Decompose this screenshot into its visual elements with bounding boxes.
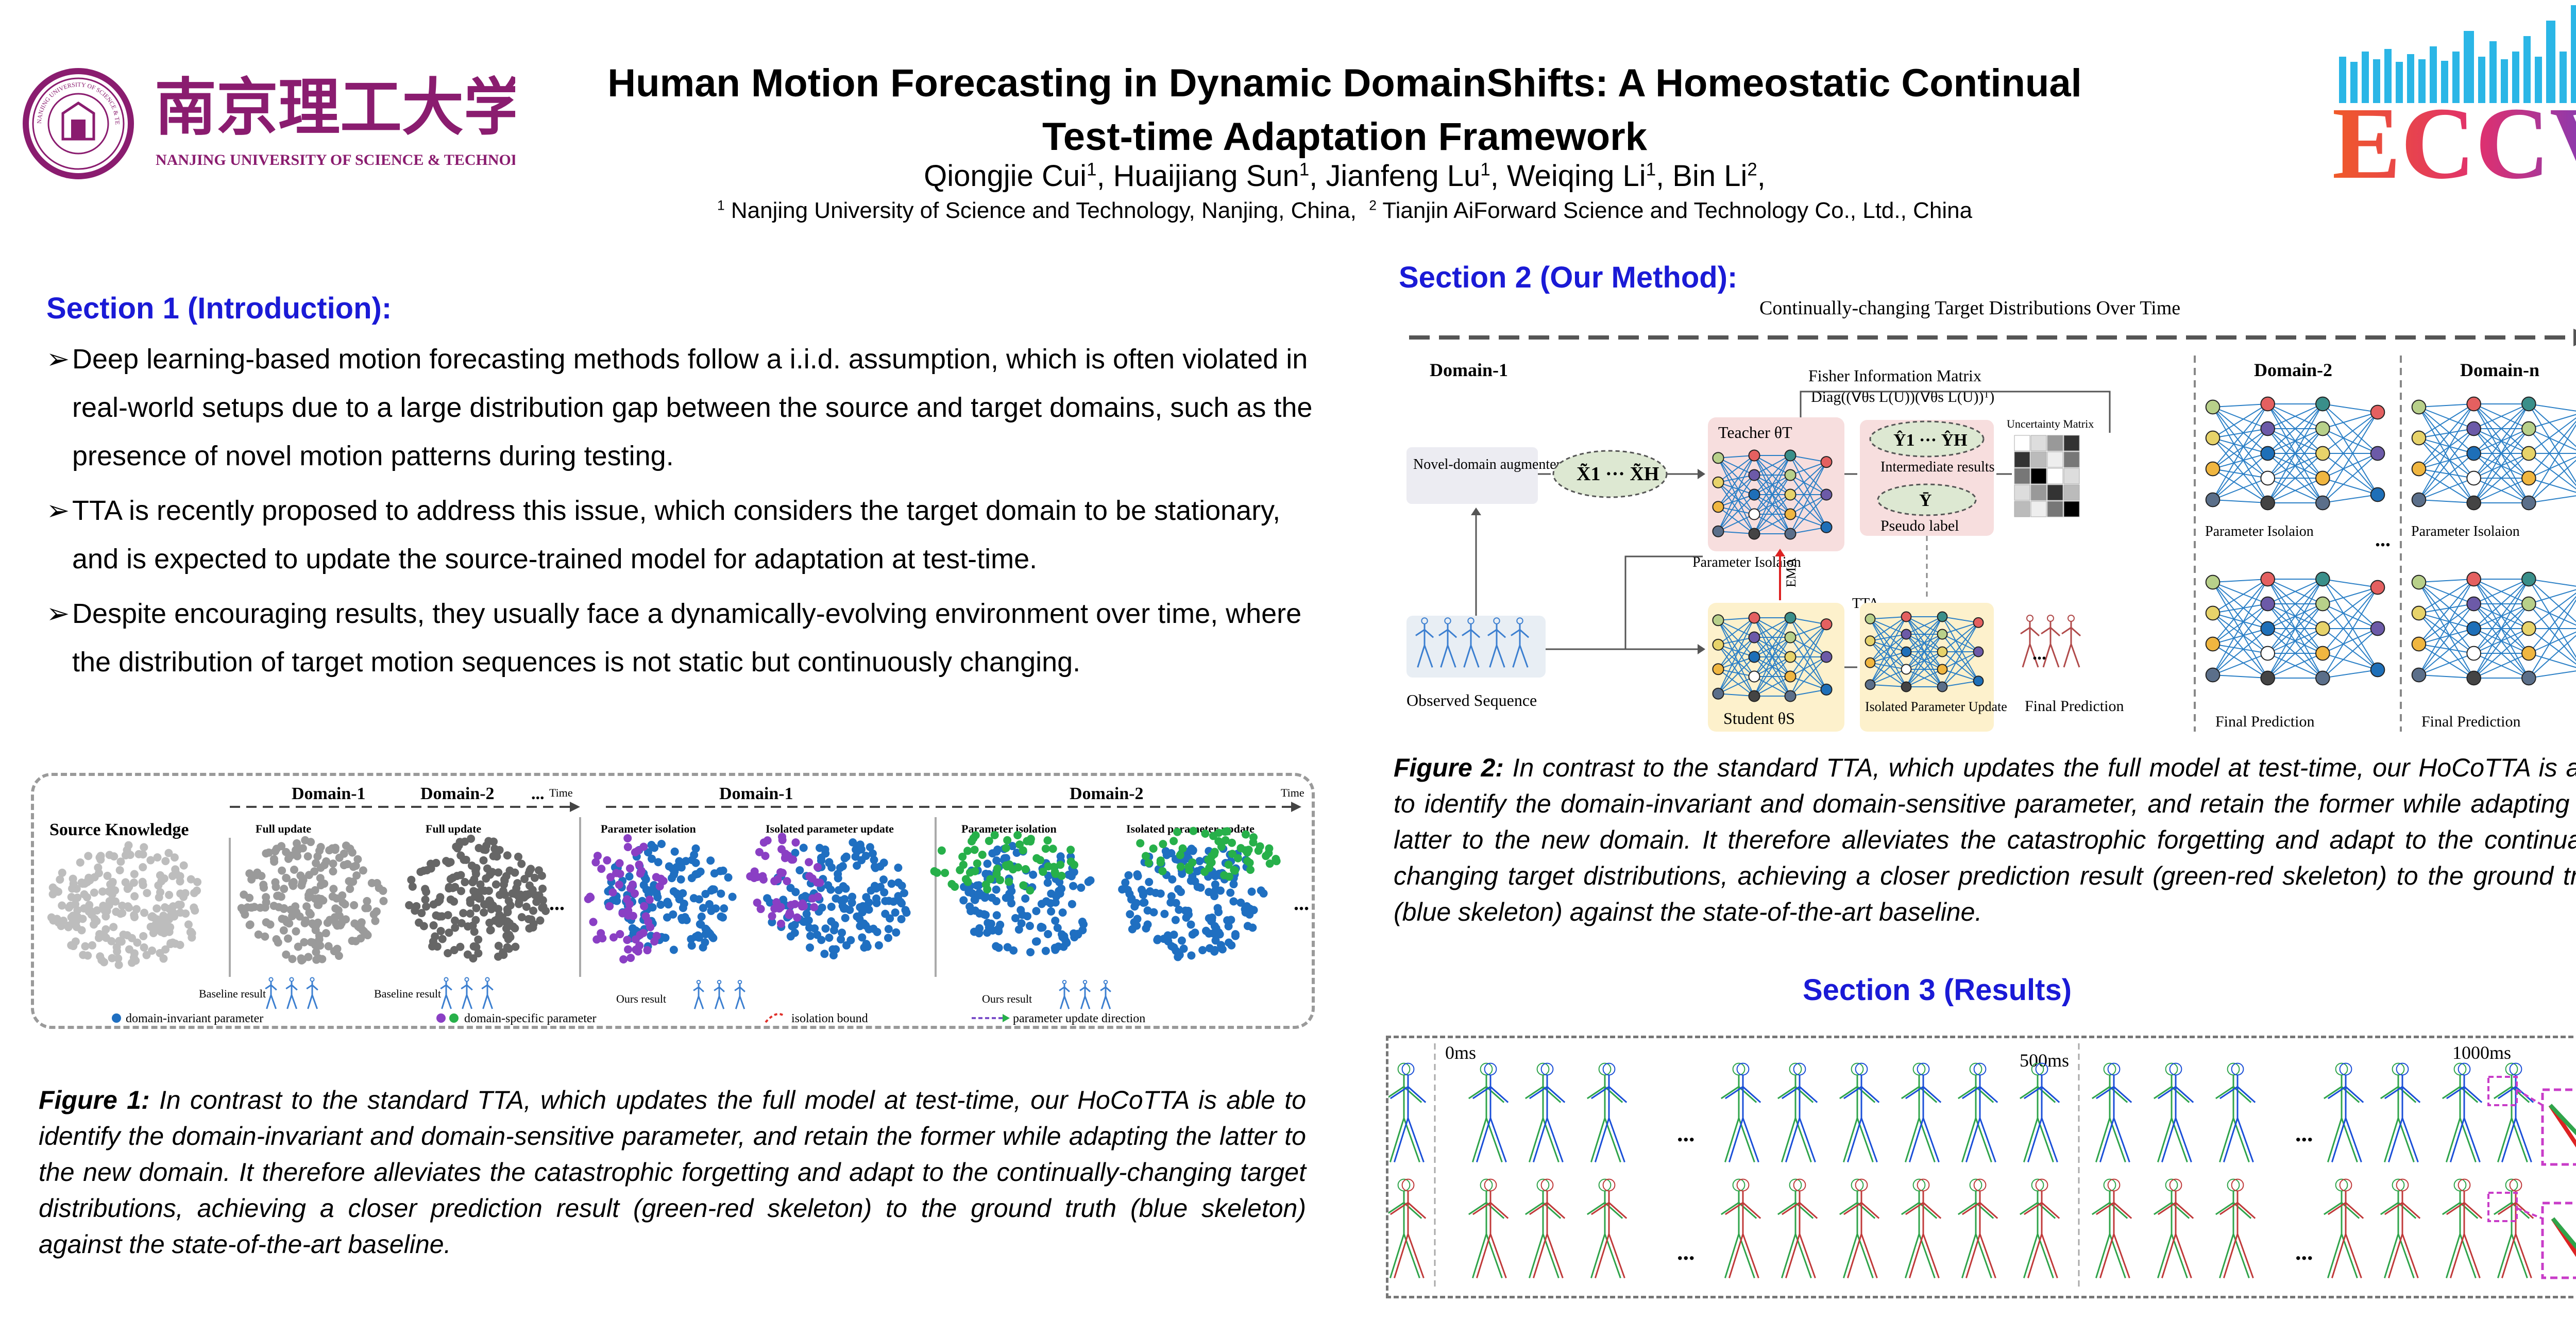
list-item: ➢ Deep learning-based motion forecasting … xyxy=(46,335,1334,480)
svg-text:...: ... xyxy=(1677,1120,1695,1146)
author-list: Qiongjie Cui1, Huaijiang Sun1, Jianfeng … xyxy=(546,159,2143,193)
svg-text:isolation bound: isolation bound xyxy=(791,1012,868,1025)
svg-text:Time: Time xyxy=(549,786,573,799)
svg-text:Time: Time xyxy=(1281,786,1304,799)
svg-text:Final Prediction: Final Prediction xyxy=(2025,698,2124,715)
svg-text:0ms: 0ms xyxy=(1445,1042,1476,1063)
svg-text:Ȳ: Ȳ xyxy=(1919,491,1932,510)
author: Bin Li2, xyxy=(1672,159,1766,193)
svg-text:Domain-2: Domain-2 xyxy=(420,784,495,803)
svg-text:...: ... xyxy=(2295,1120,2313,1146)
svg-text:Parameter Isolaion: Parameter Isolaion xyxy=(2411,523,2520,539)
svg-text:Pseudo label: Pseudo label xyxy=(1880,517,1959,534)
svg-text:Domain-2: Domain-2 xyxy=(1070,784,1144,803)
university-name-cn: 南京理工大学 xyxy=(155,74,515,142)
svg-text:Full update: Full update xyxy=(426,822,481,835)
zoom-inset xyxy=(2487,1076,2576,1279)
svg-text:domain-invariant parameter: domain-invariant parameter xyxy=(126,1012,263,1025)
svg-text:Ours result: Ours result xyxy=(616,992,666,1005)
svg-text:Parameter Isolaion: Parameter Isolaion xyxy=(2205,523,2314,539)
section1-heading: Section 1 (Introduction): xyxy=(46,292,392,325)
svg-text:Uncertainty Matrix: Uncertainty Matrix xyxy=(2007,417,2094,430)
svg-text:Parameter Isolaion: Parameter Isolaion xyxy=(1692,554,1801,570)
svg-text:...: ... xyxy=(531,784,545,803)
svg-text:Ŷ1 ··· ŶH: Ŷ1 ··· ŶH xyxy=(1893,430,1968,450)
svg-text:Fisher Information Matrix: Fisher Information Matrix xyxy=(1808,366,1981,385)
svg-text:...: ... xyxy=(1677,1239,1695,1265)
skyline-icon xyxy=(2339,5,2576,103)
svg-text:...: ... xyxy=(549,891,565,915)
svg-text:Ours result: Ours result xyxy=(982,992,1032,1005)
poster-title: Human Motion Forecasting in Dynamic Doma… xyxy=(607,61,2082,159)
svg-text:1000ms: 1000ms xyxy=(2452,1042,2511,1063)
svg-text:Teacher θT: Teacher θT xyxy=(1718,423,1792,442)
section2-heading: Section 2 (Our Method): xyxy=(1399,261,1738,294)
figure1: Domain-1 Domain-2 ... Time Domain-1 Doma… xyxy=(31,773,1315,1029)
bullet-arrow-icon: ➢ xyxy=(46,495,70,526)
svg-text:...: ... xyxy=(2032,643,2046,664)
bullet-arrow-icon: ➢ xyxy=(46,344,70,375)
svg-text:ECCV: ECCV xyxy=(2332,87,2576,185)
svg-text:Isolated Parameter Update: Isolated Parameter Update xyxy=(1865,699,2007,714)
eccv-logo: ECCV xyxy=(2324,0,2576,200)
university-seal-icon: NANJING UNIVERSITY OF SCIENCE & TECHNOLO… xyxy=(19,56,134,179)
isolation-bound-icon xyxy=(765,1013,785,1023)
intro-bullets: ➢ Deep learning-based motion forecasting … xyxy=(46,335,1334,692)
svg-text:Observed Sequence: Observed Sequence xyxy=(1406,691,1537,709)
figure2: Continually-changing Target Distribution… xyxy=(1399,297,2576,737)
author: Huaijiang Sun1, xyxy=(1113,159,1326,193)
legend-dot-icon xyxy=(112,1013,121,1023)
svg-text:Domain-1: Domain-1 xyxy=(719,784,793,803)
figure1-caption: Figure 1: In contrast to the standard TT… xyxy=(39,1086,1306,1259)
svg-text:Isolated parameter update: Isolated parameter update xyxy=(766,822,894,835)
svg-text:...: ... xyxy=(2375,528,2391,551)
svg-text:Parameter isolation: Parameter isolation xyxy=(601,822,696,835)
svg-text:...: ... xyxy=(2295,1239,2313,1265)
svg-text:Baseline result: Baseline result xyxy=(199,987,266,1000)
svg-text:EMA: EMA xyxy=(1784,557,1799,587)
figure2-caption: Figure 2: In contrast to the standard TT… xyxy=(1394,753,2576,926)
university-name-en: NANJING UNIVERSITY OF SCIENCE & TECHNOLO… xyxy=(156,151,515,168)
section3-heading: Section 3 (Results) xyxy=(1802,973,2072,1007)
svg-text:Domain-2: Domain-2 xyxy=(2254,360,2332,380)
list-item: ➢ Despite encouraging results, they usual… xyxy=(46,589,1334,686)
bullet-arrow-icon: ➢ xyxy=(46,598,70,629)
list-item: ➢ TTA is recently proposed to address thi… xyxy=(46,486,1334,583)
svg-text:Intermediate results: Intermediate results xyxy=(1880,459,1995,475)
svg-text:parameter update direction: parameter update direction xyxy=(1013,1012,1145,1025)
author: Qiongjie Cui1, xyxy=(924,159,1113,193)
svg-text:domain-specific parameter: domain-specific parameter xyxy=(464,1012,597,1025)
figure1-legend: domain-invariant parameter domain-specif… xyxy=(112,1012,1145,1025)
svg-text:Domain-1: Domain-1 xyxy=(292,784,366,803)
svg-text:Final Prediction: Final Prediction xyxy=(2421,713,2520,730)
svg-text:...: ... xyxy=(1294,891,1309,915)
svg-text:Domain-1: Domain-1 xyxy=(1430,360,1508,380)
svg-text:Domain-n: Domain-n xyxy=(2460,360,2539,380)
svg-text:500ms: 500ms xyxy=(2020,1050,2069,1071)
svg-text:Continually-changing Target Di: Continually-changing Target Distribution… xyxy=(1759,299,2180,319)
svg-text:Student θS: Student θS xyxy=(1723,709,1795,728)
svg-text:Final Prediction: Final Prediction xyxy=(2215,713,2314,730)
university-logo: NANJING UNIVERSITY OF SCIENCE & TECHNOLO… xyxy=(19,56,557,185)
svg-text:X̃1 ··· X̃H: X̃1 ··· X̃H xyxy=(1577,463,1659,485)
legend-dot-icon xyxy=(449,1013,459,1023)
figure3-results: 0ms 500ms 1000ms ... ... ... ... xyxy=(1385,1036,2576,1298)
legend-dot-icon xyxy=(436,1013,446,1023)
author: Jianfeng Lu1, xyxy=(1326,159,1507,193)
svg-text:Baseline result: Baseline result xyxy=(374,987,441,1000)
author: Weiqing Li1, xyxy=(1506,159,1673,193)
affiliations: 1 Nanjing University of Science and Tech… xyxy=(717,197,1973,223)
svg-text:Source Knowledge: Source Knowledge xyxy=(49,820,189,839)
svg-text:Full update: Full update xyxy=(256,822,311,835)
